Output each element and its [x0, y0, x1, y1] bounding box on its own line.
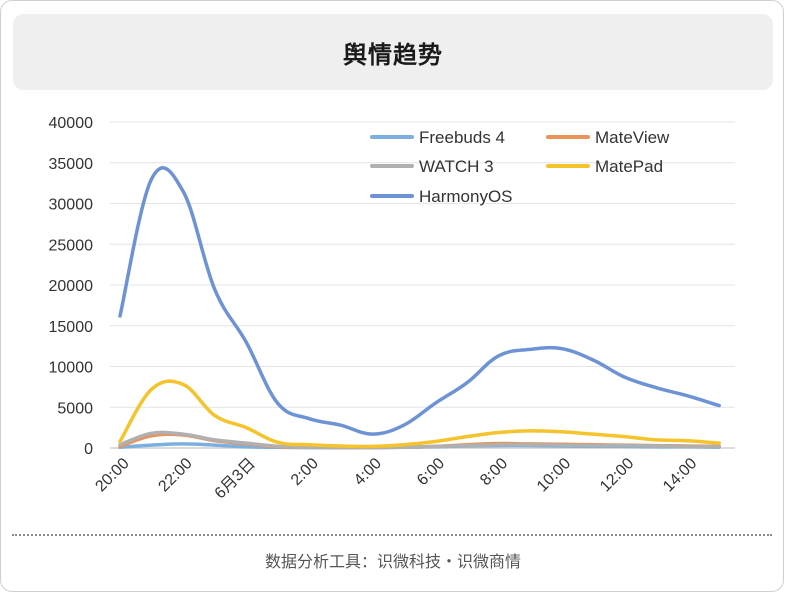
- y-tick-label: 10000: [49, 360, 94, 377]
- series-line-matepad: [118, 379, 721, 449]
- x-tick-label: 12:00: [597, 455, 637, 495]
- legend-label: Freebuds 4: [419, 128, 505, 147]
- y-tick-label: 30000: [49, 197, 94, 214]
- footer-credit: 数据分析工具：识微科技・识微商情: [264, 552, 521, 571]
- y-tick-label: 25000: [49, 237, 94, 254]
- legend-label: MateView: [595, 128, 670, 147]
- legend-label: MatePad: [595, 157, 663, 176]
- y-tick-label: 40000: [49, 115, 94, 132]
- y-tick-label: 35000: [49, 156, 94, 173]
- legend-item: MateView: [546, 128, 670, 147]
- legend-label: HarmonyOS: [419, 187, 513, 206]
- series-line-watch-3: [118, 430, 721, 450]
- chart-title: 舆情趋势: [343, 40, 443, 69]
- series-lines: [118, 166, 721, 450]
- y-tick-label: 20000: [49, 278, 94, 295]
- legend-item: Freebuds 4: [370, 128, 505, 147]
- legend-item: HarmonyOS: [370, 187, 513, 206]
- legend-label: WATCH 3: [419, 157, 494, 176]
- x-tick-label: 20:00: [92, 455, 132, 495]
- x-tick-label: 8:00: [477, 455, 511, 489]
- title-bar: 舆情趋势: [13, 14, 773, 90]
- y-tick-label: 5000: [57, 400, 93, 417]
- series-line-harmonyos: [118, 166, 721, 436]
- x-tick-label: 22:00: [155, 455, 195, 495]
- x-tick-label: 14:00: [660, 455, 700, 495]
- y-tick-label: 0: [84, 441, 93, 458]
- x-tick-label: 4:00: [351, 455, 385, 489]
- x-tick-label: 2:00: [288, 455, 322, 489]
- x-tick-label: 10:00: [534, 455, 574, 495]
- x-tick-label: 6月3日: [212, 455, 259, 502]
- trend-line-chart: 0 5000 10000 15000 20000 25000 30000 35000 40000…: [49, 115, 735, 502]
- y-tick-label: 15000: [49, 319, 94, 336]
- legend-item: WATCH 3: [370, 157, 494, 176]
- footer-divider: [12, 534, 772, 536]
- legend-item: MatePad: [546, 157, 663, 176]
- legend: Freebuds 4 MateView WATCH 3 MatePad HarmonyO…: [370, 128, 670, 206]
- x-tick-label: 6:00: [414, 455, 448, 489]
